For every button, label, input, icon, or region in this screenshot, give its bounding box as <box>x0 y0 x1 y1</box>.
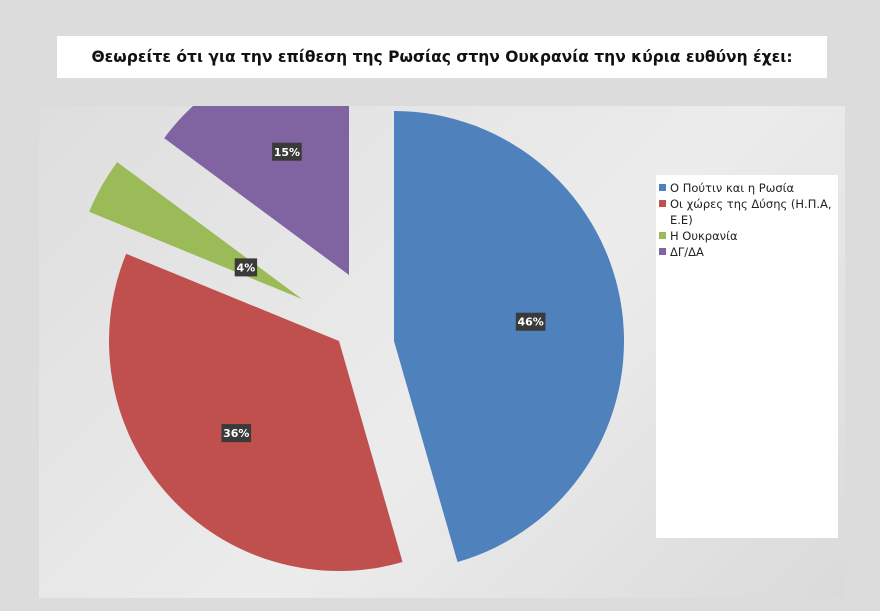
pie-slice <box>108 253 403 571</box>
chart-area: 46% 36% 4% 15% Ο Πούτιν και η Ρωσία Οι χώρες… <box>39 106 845 598</box>
slice-label-text: 15% <box>274 146 300 159</box>
slice-label-text: 36% <box>223 427 249 440</box>
legend-item: Η Ουκρανία <box>656 228 840 244</box>
legend-label: Η Ουκρανία <box>670 229 738 243</box>
slice-label-text: 4% <box>237 261 256 274</box>
slice-data-label: 46% <box>515 312 546 331</box>
legend-item: Ο Πούτιν και η Ρωσία <box>656 180 840 196</box>
chart-title-box: Θεωρείτε ότι για την επίθεση της Ρωσίας … <box>57 36 827 78</box>
chart-title: Θεωρείτε ότι για την επίθεση της Ρωσίας … <box>91 48 793 66</box>
slice-data-label: 15% <box>272 142 302 161</box>
slice-label-text: 46% <box>517 316 543 329</box>
legend-item: ΔΓ/ΔΑ <box>656 244 840 260</box>
pie-chart: 46% 36% 4% 15% <box>89 106 624 571</box>
legend-label: Οι χώρες της Δύσης (Η.Π.Α, Ε.Ε) <box>670 197 832 227</box>
legend-swatch <box>659 232 666 239</box>
legend-item: Οι χώρες της Δύσης (Η.Π.Α, Ε.Ε) <box>656 196 840 228</box>
legend-label: Ο Πούτιν και η Ρωσία <box>670 181 795 195</box>
legend: Ο Πούτιν και η Ρωσία Οι χώρες της Δύσης (… <box>656 175 838 538</box>
legend-swatch <box>659 200 666 207</box>
legend-swatch <box>659 184 666 191</box>
slice-data-label: 36% <box>221 424 252 443</box>
legend-swatch <box>659 248 666 255</box>
pie-slice <box>164 106 349 275</box>
legend-label: ΔΓ/ΔΑ <box>670 245 704 259</box>
slice-data-label: 4% <box>234 258 258 277</box>
pie-slice <box>394 111 624 563</box>
